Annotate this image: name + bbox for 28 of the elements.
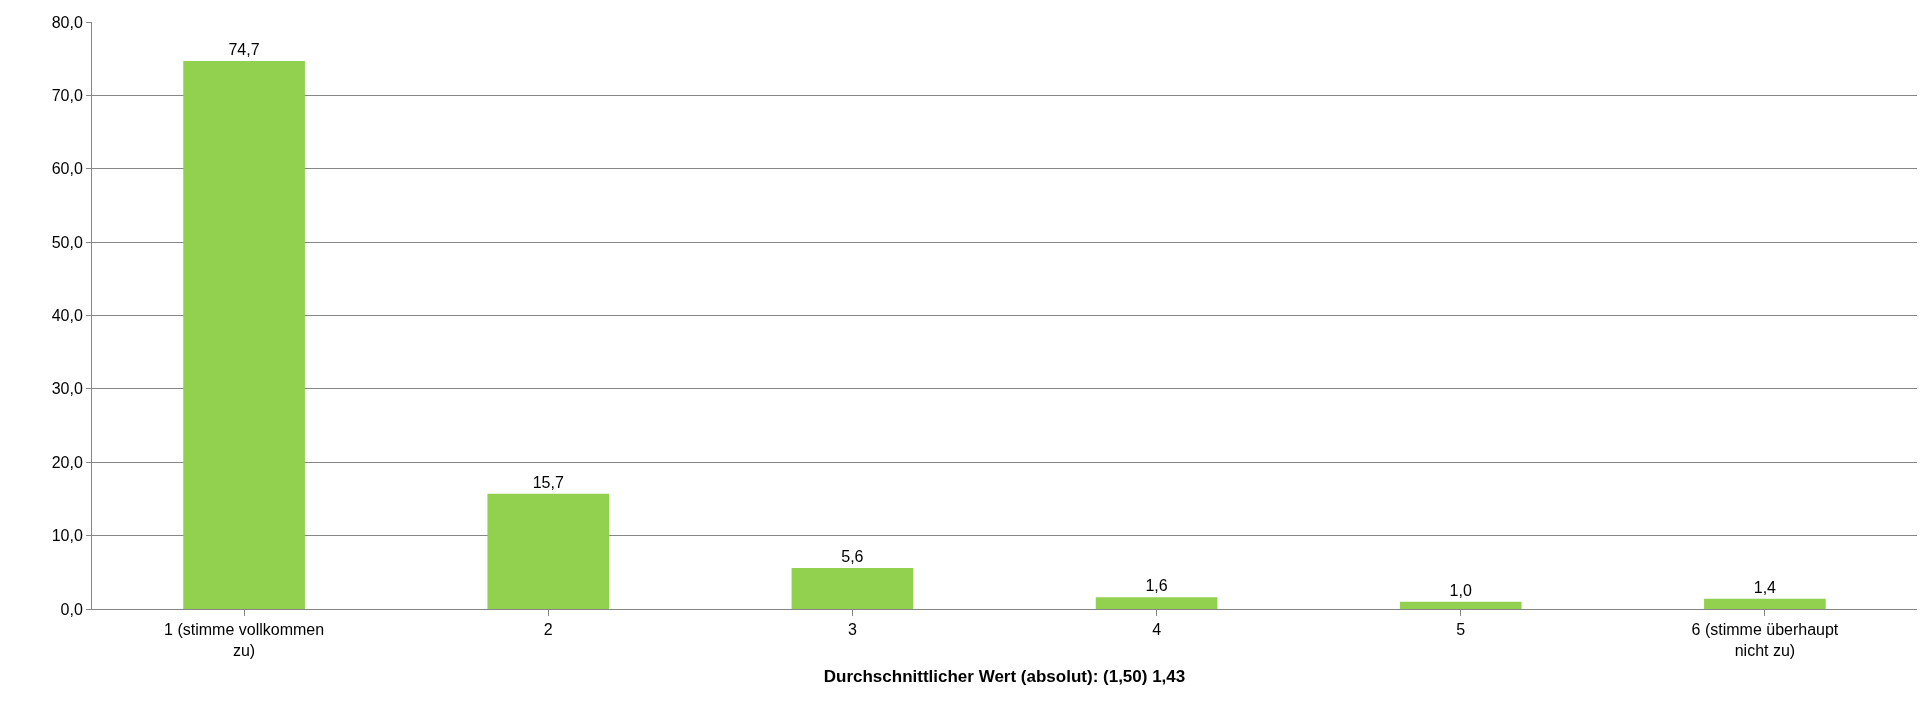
data-label: 1,0 <box>1449 581 1472 599</box>
bar <box>183 60 305 609</box>
y-tick-label: 20,0 <box>51 453 83 471</box>
x-tick-label: 5 <box>1456 621 1466 639</box>
y-tick-label: 40,0 <box>51 307 83 325</box>
data-label: 5,6 <box>841 547 864 565</box>
y-tick-label: 30,0 <box>51 380 83 398</box>
x-tick-label: 4 <box>1152 621 1162 639</box>
x-tick-label: 6 (stimme überhaupt nicht zu) <box>1691 621 1839 659</box>
y-tick-label: 70,0 <box>51 86 83 104</box>
data-label: 1,6 <box>1145 577 1168 595</box>
x-tick-label: 3 <box>847 621 857 639</box>
bar <box>487 493 610 609</box>
y-tick-label: 10,0 <box>51 527 83 545</box>
data-label: 1,4 <box>1753 578 1777 596</box>
y-tick-label: 60,0 <box>51 160 83 178</box>
y-tick-label: 50,0 <box>51 233 83 251</box>
bar <box>791 567 914 609</box>
data-label: 74,7 <box>228 40 260 58</box>
y-tick-label: 80,0 <box>51 13 83 31</box>
data-label: 15,7 <box>532 473 564 491</box>
bar <box>1399 601 1522 609</box>
bar <box>1704 598 1826 609</box>
x-axis-title: Durchschnittlicher Wert (absolut): (1,50) 1,43 <box>823 667 1186 687</box>
bar <box>1095 597 1218 609</box>
x-tick-label: 2 <box>543 621 553 639</box>
y-tick-label: 0,0 <box>60 600 83 618</box>
x-tick-label: 1 (stimme vollkommen zu) <box>164 621 325 659</box>
